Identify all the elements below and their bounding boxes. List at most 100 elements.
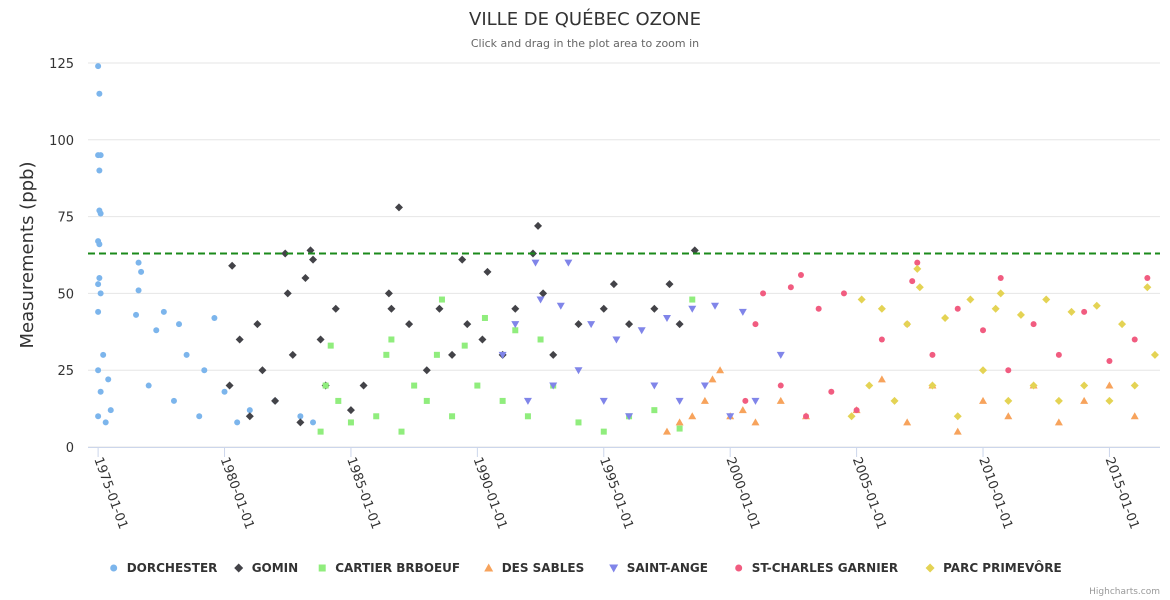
data-point: [575, 419, 582, 426]
data-point: [235, 335, 244, 344]
data-point: [246, 407, 253, 414]
data-point: [95, 308, 102, 315]
data-point: [637, 327, 646, 335]
data-point: [1081, 308, 1088, 315]
data-point: [1016, 310, 1025, 319]
legend-item[interactable]: GOMIN: [234, 561, 298, 575]
data-point: [435, 304, 444, 313]
data-point: [536, 296, 545, 304]
data-point: [979, 366, 988, 375]
data-point: [97, 388, 104, 395]
data-point: [716, 366, 725, 374]
data-point: [650, 382, 659, 390]
data-point: [317, 428, 324, 435]
legend-item[interactable]: CARTIER BRBOEUF: [318, 561, 460, 575]
data-point: [549, 350, 558, 359]
data-point: [359, 381, 368, 390]
data-point: [160, 308, 167, 315]
data-point: [283, 289, 292, 298]
data-point: [776, 396, 785, 404]
data-point: [478, 335, 487, 344]
data-point: [176, 321, 183, 328]
data-point: [609, 280, 618, 289]
data-point: [1143, 283, 1152, 292]
data-point: [675, 320, 684, 329]
legend-item[interactable]: DES SABLES: [484, 561, 584, 575]
legend-item[interactable]: ST-CHARLES GARNIER: [735, 561, 898, 575]
data-point: [954, 305, 961, 312]
data-point: [564, 259, 573, 267]
y-tick-label: 100: [49, 134, 74, 149]
data-point: [877, 304, 886, 313]
data-point: [877, 375, 886, 383]
data-point: [327, 342, 334, 349]
data-point: [301, 274, 310, 283]
data-point: [556, 302, 565, 310]
data-point: [346, 406, 355, 415]
data-point: [253, 320, 262, 329]
legend-label: ST-CHARLES GARNIER: [752, 561, 898, 575]
data-point: [689, 296, 696, 303]
x-tick-label: 2015-01-01: [1102, 455, 1142, 531]
data-point: [708, 375, 717, 383]
plot-area[interactable]: [88, 63, 1160, 447]
series-dorchester: [95, 63, 317, 426]
data-point: [100, 351, 107, 358]
data-point: [539, 289, 548, 298]
data-point: [587, 321, 596, 329]
data-point: [675, 418, 684, 426]
data-point: [481, 314, 488, 321]
x-tick-label: 1975-01-01: [90, 455, 130, 531]
y-tick-label: 75: [57, 211, 74, 226]
data-point: [449, 413, 456, 420]
data-point: [878, 336, 885, 343]
data-point: [913, 264, 922, 273]
data-point: [1105, 381, 1114, 389]
data-point: [310, 419, 317, 426]
legend-item[interactable]: PARC PRIMEVÔRE: [925, 560, 1062, 575]
data-point: [537, 336, 544, 343]
legend: DORCHESTER GOMIN CARTIER BRBOEUF DES SABLES…: [110, 560, 1062, 575]
y-tick-label: 125: [49, 57, 74, 72]
chart-title: VILLE DE QUÉBEC OZONE: [469, 8, 701, 30]
data-point: [1092, 301, 1101, 310]
data-point: [96, 167, 103, 174]
data-point: [676, 425, 683, 432]
data-point: [288, 350, 297, 359]
data-point: [700, 382, 709, 390]
data-point: [498, 351, 507, 359]
data-point: [511, 321, 520, 329]
data-point: [752, 321, 759, 328]
data-point: [474, 382, 481, 389]
data-point: [135, 259, 142, 266]
data-point: [95, 413, 102, 420]
data-point: [751, 397, 760, 405]
data-point: [422, 366, 431, 375]
data-point: [105, 376, 112, 383]
data-point: [1080, 396, 1089, 404]
data-point: [433, 351, 440, 358]
data-point: [1131, 336, 1138, 343]
data-point: [1054, 396, 1063, 405]
legend-item[interactable]: SAINT-ANGE: [609, 561, 708, 575]
data-point: [387, 304, 396, 313]
data-point: [234, 419, 241, 426]
credits-link[interactable]: Highcharts.com: [1089, 587, 1160, 597]
data-point: [512, 327, 519, 334]
legend-item[interactable]: DORCHESTER: [110, 561, 217, 575]
legend-marker: [925, 563, 935, 573]
data-point: [662, 427, 671, 435]
data-point: [803, 413, 810, 420]
chart-subtitle: Click and drag in the plot area to zoom …: [471, 37, 699, 50]
data-point: [941, 313, 950, 322]
data-point: [383, 351, 390, 358]
y-tick-label: 50: [57, 287, 74, 302]
data-point: [980, 327, 987, 334]
data-point: [306, 246, 315, 255]
data-point: [599, 397, 608, 405]
data-point: [138, 268, 145, 275]
data-point: [296, 418, 305, 427]
x-tick-label: 1980-01-01: [217, 455, 257, 531]
data-point: [599, 304, 608, 313]
data-point: [996, 289, 1005, 298]
